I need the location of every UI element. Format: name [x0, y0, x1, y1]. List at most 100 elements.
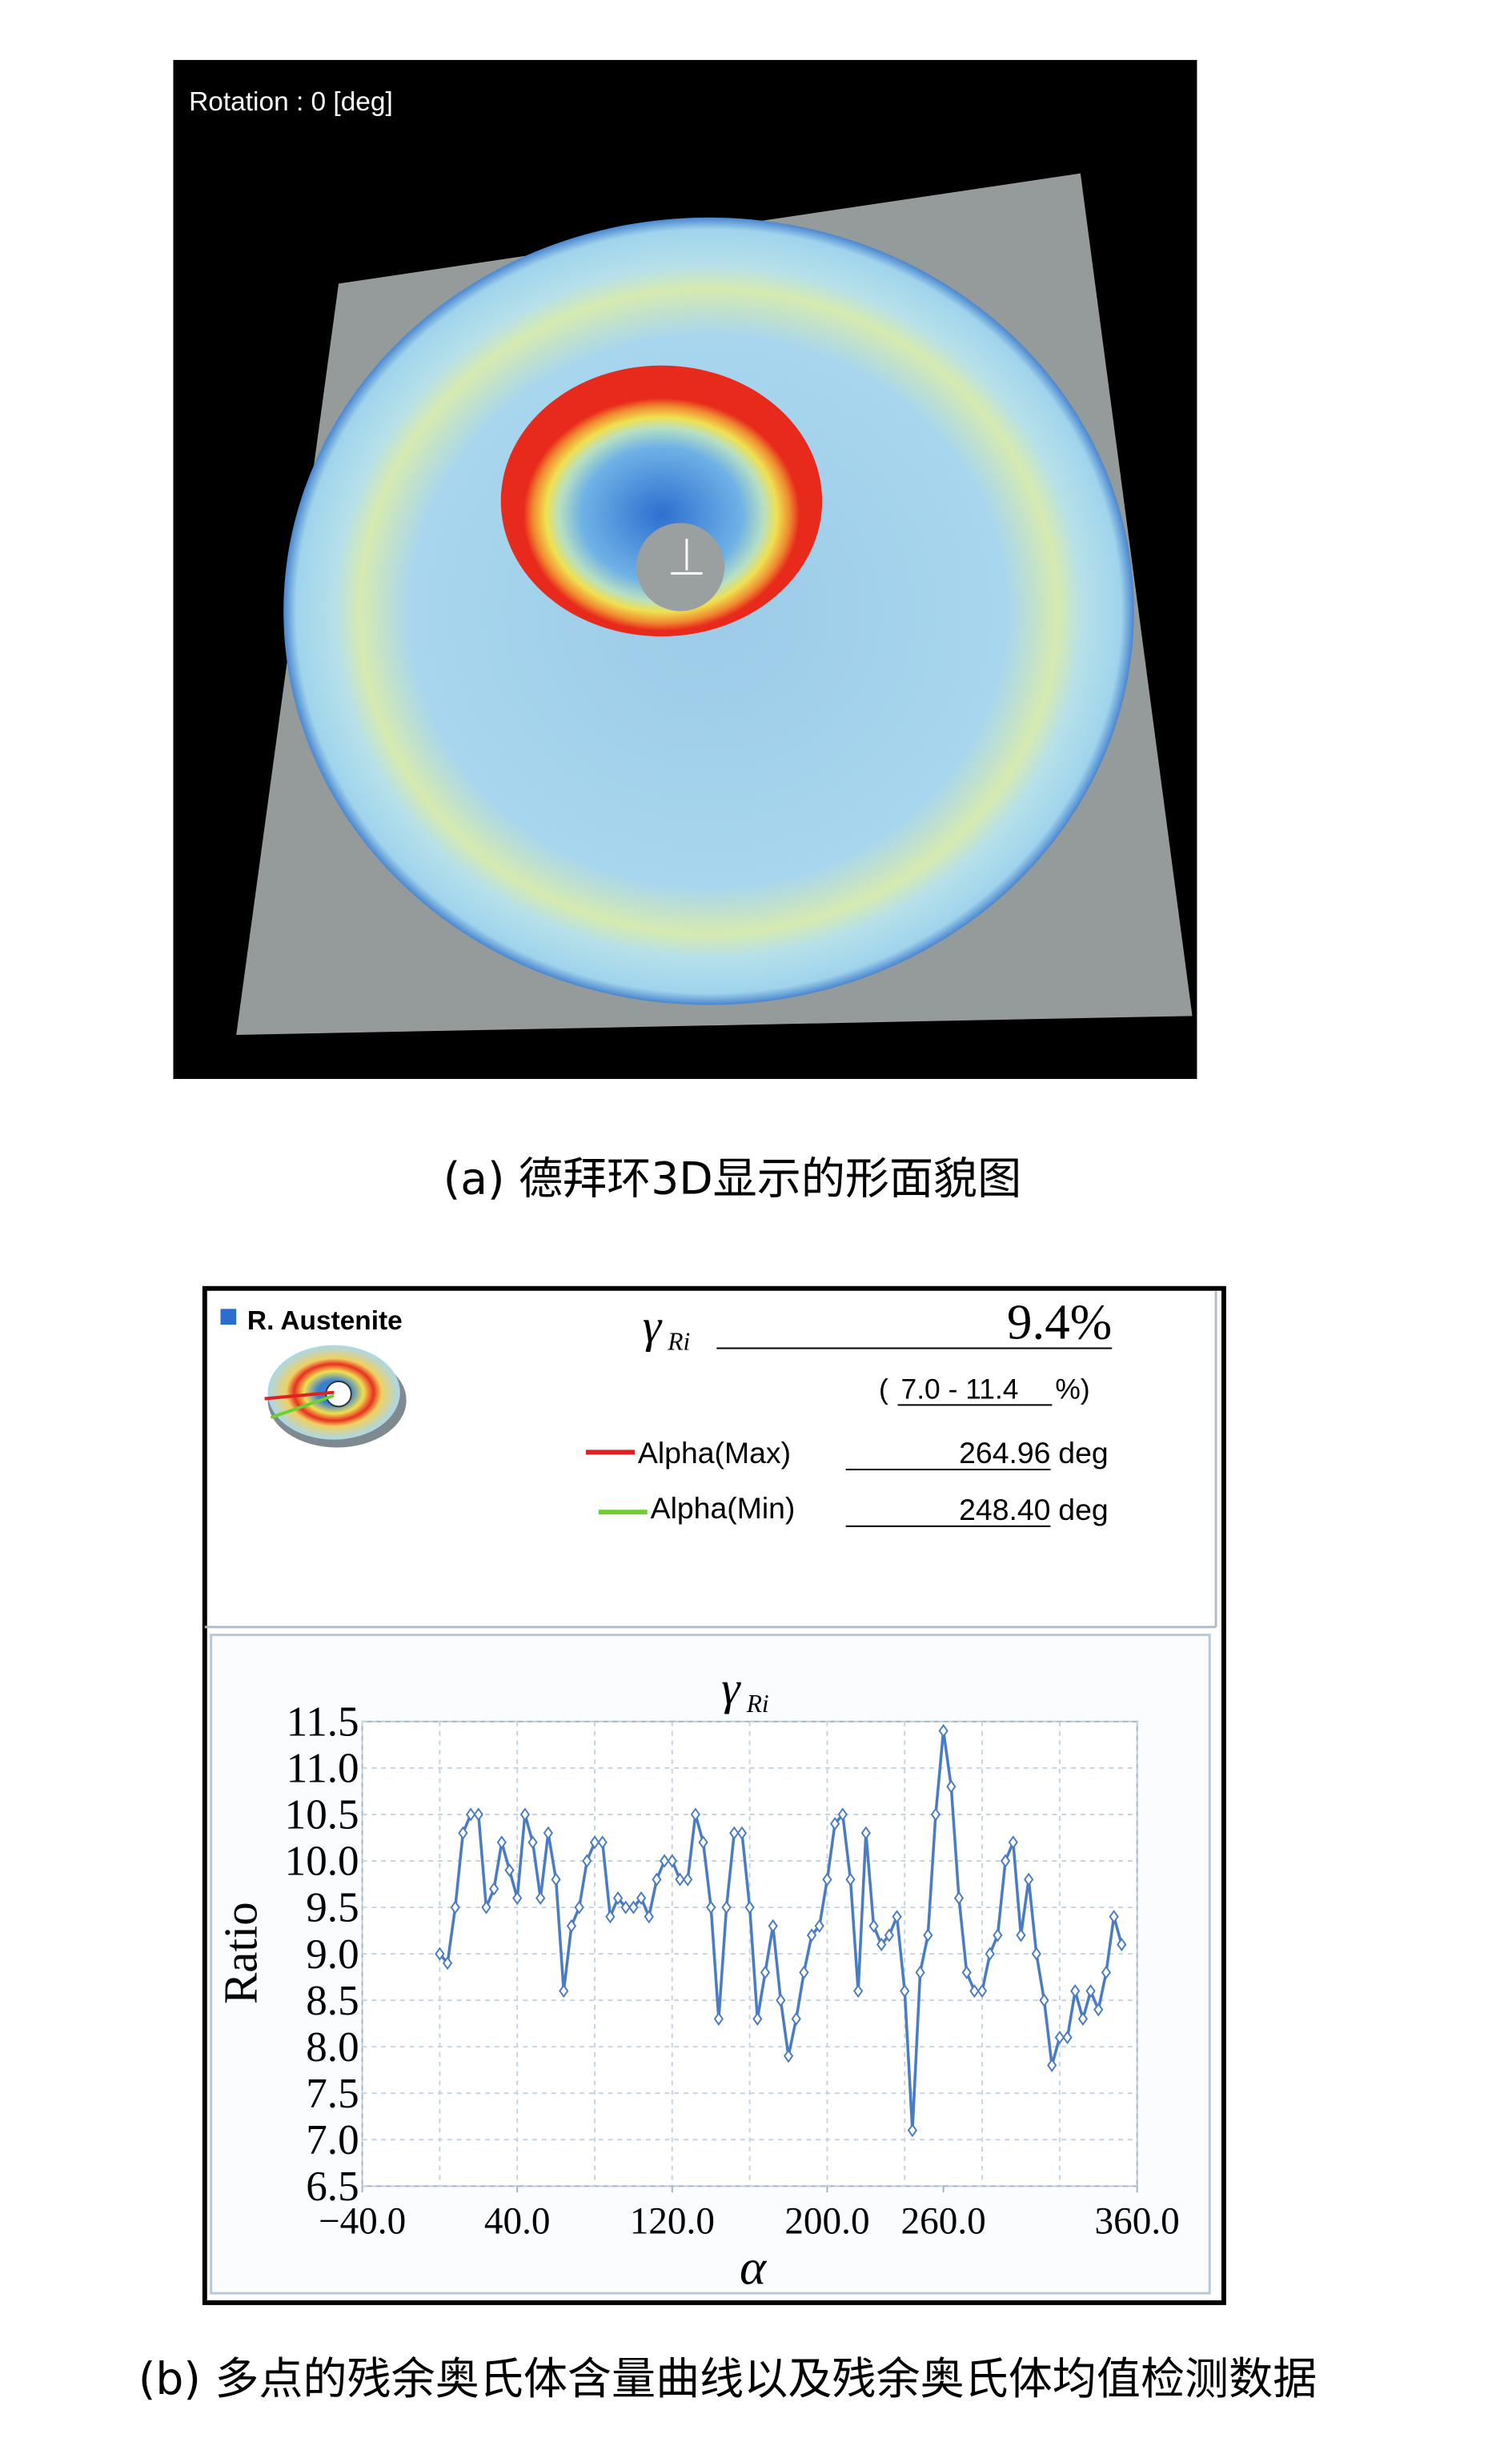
y-tick-label: 8.5 [306, 1978, 359, 2024]
y-tick-label: 11.5 [287, 1699, 359, 1746]
data-point [752, 2011, 763, 2026]
data-point [993, 1928, 1003, 1943]
debye-ring-inner [500, 365, 823, 637]
data-point [946, 1779, 957, 1794]
data-point [435, 1947, 445, 1961]
y-axis-label: Ratio [215, 1902, 267, 2004]
data-point [450, 1900, 460, 1915]
data-point [1008, 1835, 1018, 1850]
unit: deg [1058, 1436, 1108, 1470]
mini-max [264, 1390, 335, 1401]
chart-title-subscript: Ri [746, 1690, 769, 1718]
data-point [706, 1900, 716, 1915]
data-point [535, 1891, 546, 1906]
data-point [814, 1919, 824, 1933]
data-point [1024, 1872, 1034, 1887]
data-point [845, 1872, 856, 1887]
data-point [744, 1900, 755, 1915]
y-tick-label: 8.0 [306, 2024, 359, 2071]
mean-value: 9.4% [1007, 1294, 1112, 1350]
x-tick-label: 120.0 [630, 2200, 715, 2242]
data-point [961, 1965, 972, 1979]
data-point [1047, 2058, 1057, 2072]
data-point [612, 1891, 624, 1906]
data-point [496, 1835, 507, 1850]
data-point [1054, 2031, 1065, 2045]
data-point [620, 1900, 631, 1915]
data-point [776, 1993, 786, 2007]
data-point [504, 1863, 515, 1878]
data-point [985, 1947, 995, 1961]
data-point [783, 2049, 794, 2063]
data-point [690, 1807, 700, 1822]
data-point [1016, 1928, 1026, 1943]
data-point [938, 1723, 949, 1738]
data-point [489, 1882, 499, 1896]
data-point [636, 1891, 647, 1906]
range: 7.0 - 11.4 [901, 1373, 1019, 1405]
data-point [1070, 1983, 1081, 1999]
x-tick-label: 260.0 [901, 2200, 986, 2242]
data-point [458, 1826, 468, 1840]
data-point [1077, 2011, 1089, 2026]
legend-label: R. Austenite [247, 1306, 403, 1336]
data-point [1117, 1937, 1127, 1952]
data-point [597, 1835, 608, 1850]
alpha-min-value: 248.40 [959, 1493, 1050, 1526]
data-point [822, 1872, 832, 1887]
data-point [930, 1807, 941, 1822]
symbol: γ [643, 1300, 663, 1353]
y-tick-label: 9.0 [306, 1931, 359, 1978]
y-tick-label: 9.5 [306, 1885, 359, 1931]
alpha-max-value: 264.96 [959, 1436, 1050, 1470]
y-tick-label: 11.0 [287, 1746, 359, 1792]
axis-marker [671, 539, 703, 575]
data-point [1093, 2003, 1104, 2017]
data-point [892, 1910, 902, 1924]
data-point [698, 1835, 708, 1850]
x-tick-label: 200.0 [784, 2200, 869, 2242]
data-point [667, 1854, 677, 1868]
data-point [582, 1854, 592, 1868]
caption: (a) 德拜环3D显示的形面貌图 [443, 1153, 1021, 1205]
data-point [721, 1900, 732, 1915]
data-point [806, 1928, 817, 1943]
data-point [683, 1872, 693, 1887]
overlay-text: Rotation : 0 [deg] [189, 87, 393, 117]
data-point [868, 1919, 879, 1933]
data-point [760, 1965, 771, 1979]
x-tick-label: −40.0 [319, 2200, 406, 2242]
data-point [442, 1956, 453, 1971]
data-point [860, 1826, 871, 1840]
data-point [876, 1937, 887, 1952]
data-point [884, 1928, 895, 1943]
x-axis-label: α [740, 2239, 768, 2295]
alpha-min-label: Alpha(Min) [651, 1491, 796, 1525]
data-point [481, 1900, 491, 1915]
data-point [574, 1900, 584, 1915]
data-point [853, 1983, 864, 1999]
center-hole [636, 523, 725, 611]
data-point [551, 1872, 561, 1887]
data-point [519, 1807, 531, 1822]
data-point [953, 1891, 965, 1906]
data-point [915, 1965, 925, 1979]
data-point [977, 1983, 988, 1999]
data-point [527, 1835, 538, 1850]
y-tick-label: 10.5 [285, 1792, 359, 1838]
data-point [969, 1983, 980, 1999]
data-point [1000, 1854, 1011, 1868]
data-point [675, 1872, 685, 1887]
data-point [589, 1835, 600, 1850]
range-open: ( [879, 1373, 888, 1405]
data-point [791, 2011, 801, 2026]
y-tick-label: 10.0 [285, 1838, 359, 1885]
data-point [473, 1807, 483, 1822]
data-point [907, 2123, 918, 2138]
data-point [465, 1807, 476, 1822]
data-point [1085, 1983, 1096, 1999]
data-point [644, 1910, 654, 1924]
data-point [543, 1826, 554, 1840]
